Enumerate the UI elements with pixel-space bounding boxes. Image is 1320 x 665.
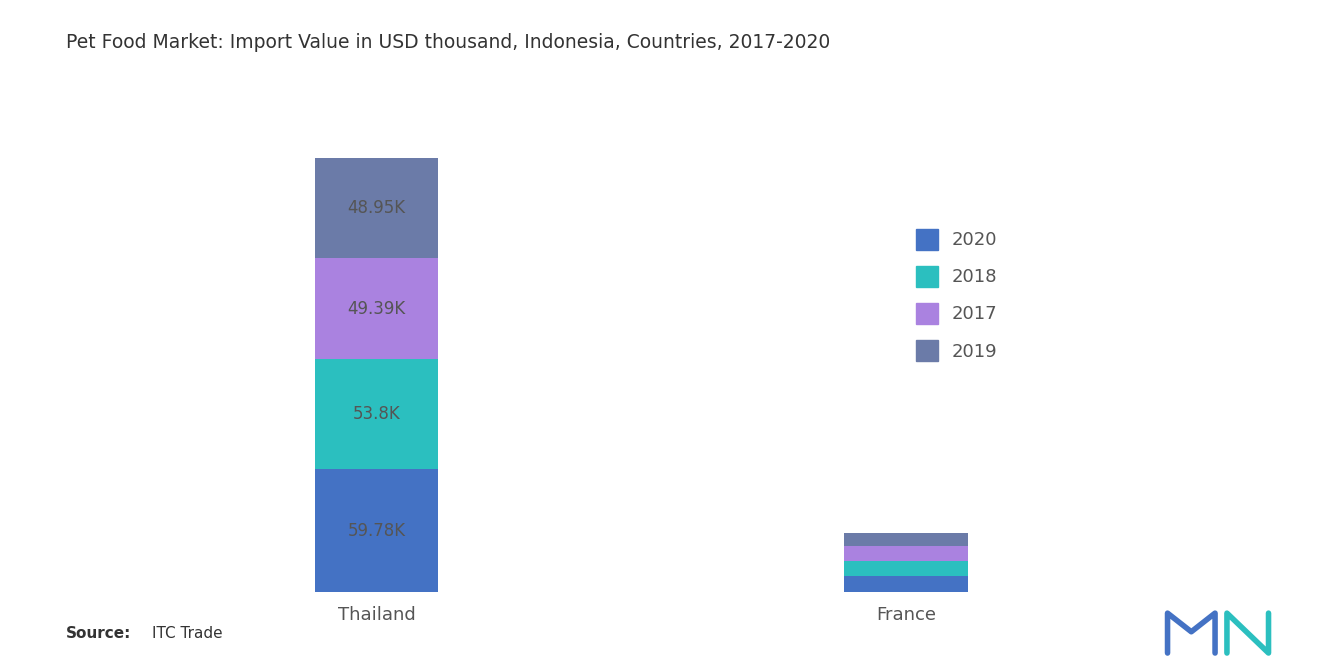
Text: 48.95K: 48.95K <box>347 199 405 217</box>
Text: Source:: Source: <box>66 626 132 642</box>
Bar <box>315 469 438 592</box>
Text: 49.39K: 49.39K <box>347 300 405 318</box>
Text: ITC Trade: ITC Trade <box>152 626 223 642</box>
Bar <box>843 576 968 592</box>
Bar <box>843 561 968 576</box>
Bar <box>843 533 968 547</box>
Text: 53.8K: 53.8K <box>352 405 400 424</box>
Bar <box>843 547 968 561</box>
Text: 59.78K: 59.78K <box>347 521 405 539</box>
Bar <box>315 158 438 258</box>
Legend: 2020, 2018, 2017, 2019: 2020, 2018, 2017, 2019 <box>911 223 1003 366</box>
Bar <box>315 359 438 469</box>
Bar <box>315 258 438 359</box>
Text: Pet Food Market: Import Value in USD thousand, Indonesia, Countries, 2017-2020: Pet Food Market: Import Value in USD tho… <box>66 33 830 53</box>
